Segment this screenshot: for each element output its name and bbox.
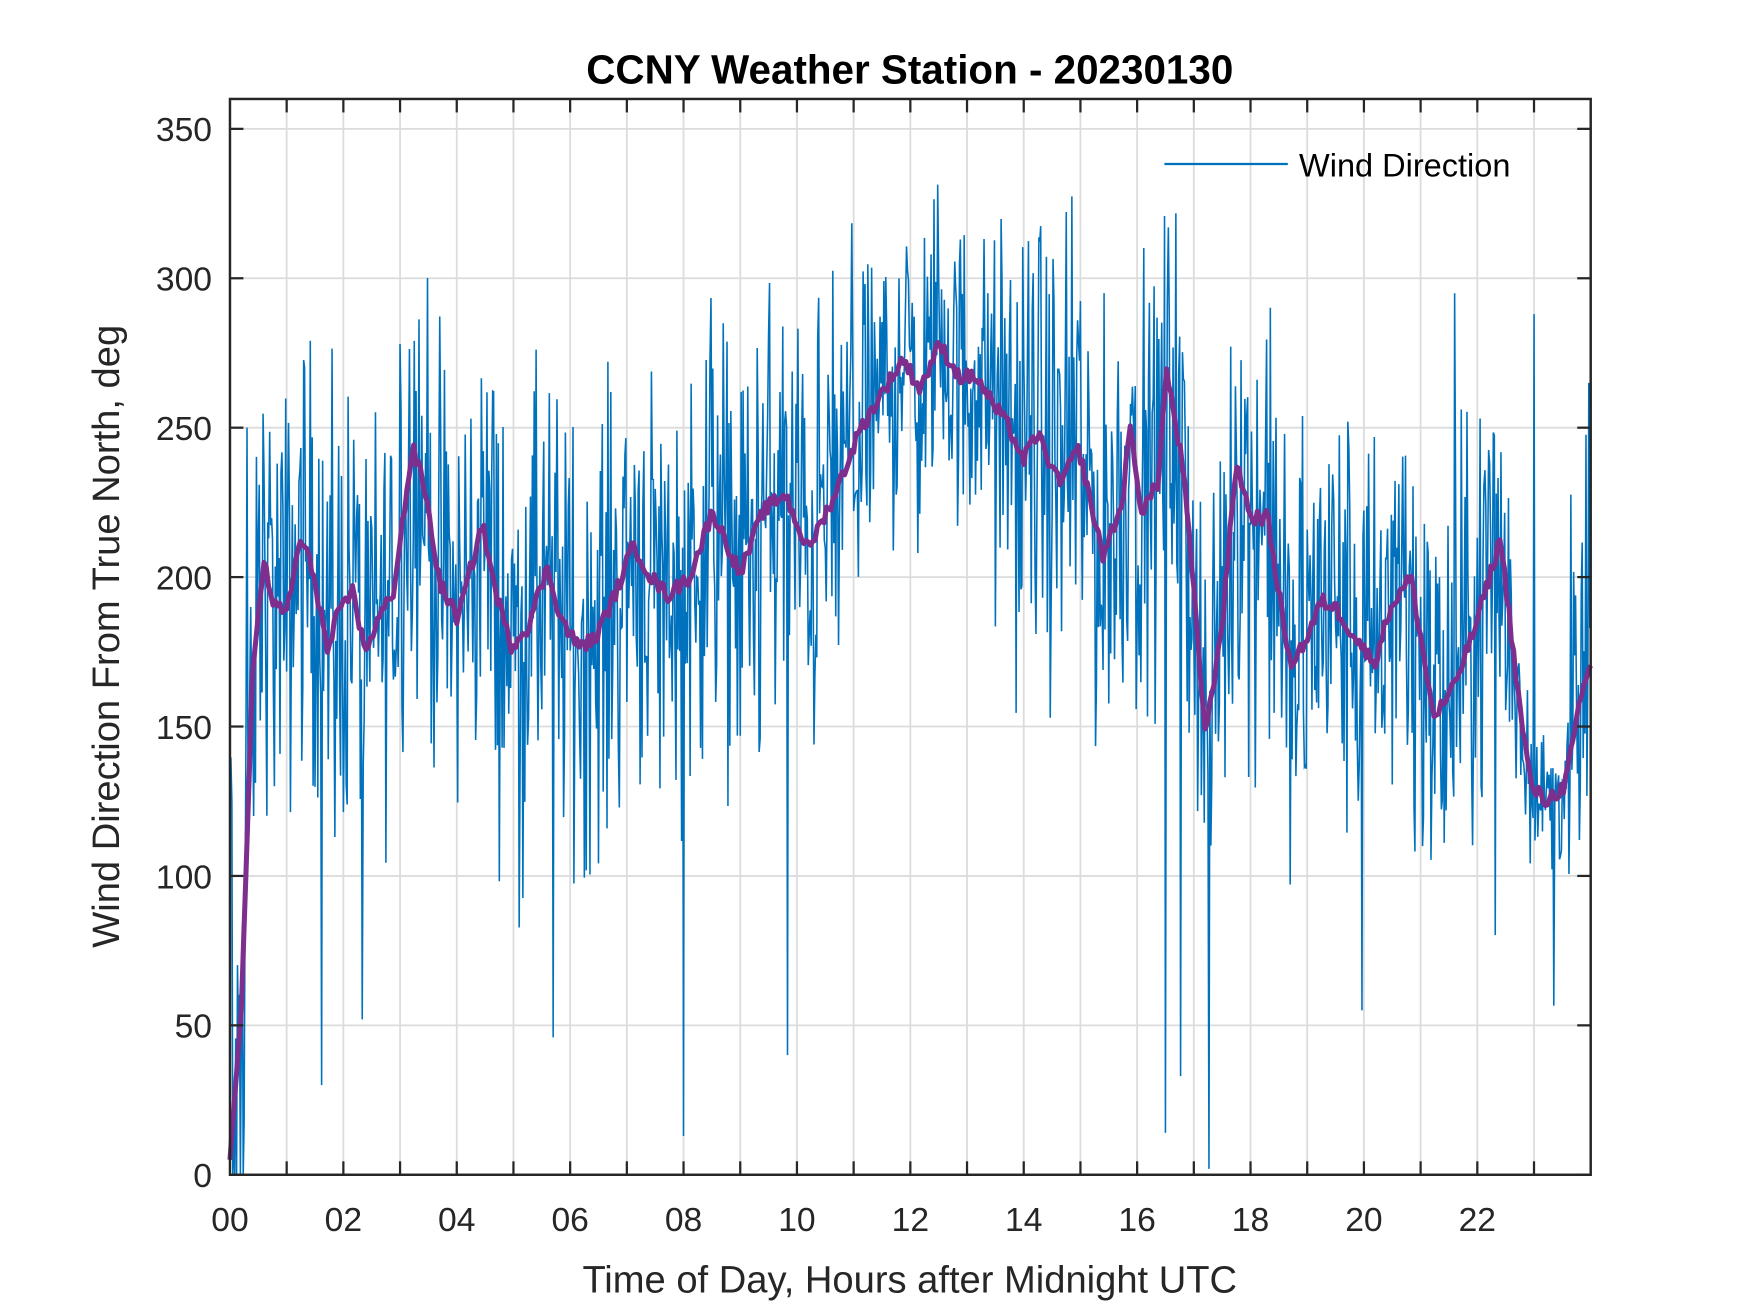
- chart-title: CCNY Weather Station - 20230130: [586, 46, 1233, 92]
- x-tick-label: 18: [1232, 1202, 1269, 1239]
- y-tick-label: 200: [156, 560, 212, 597]
- x-tick-label: 14: [1005, 1202, 1042, 1239]
- wind-direction-line: [229, 184, 1591, 1175]
- legend-label-wind-direction: Wind Direction: [1299, 147, 1510, 183]
- x-tick-label: 02: [325, 1202, 362, 1239]
- x-tick-label: 10: [778, 1202, 815, 1239]
- y-tick-label: 300: [156, 262, 212, 299]
- x-tick-label: 22: [1459, 1202, 1496, 1239]
- x-tick-label: 20: [1345, 1202, 1382, 1239]
- y-tick-label: 50: [175, 1009, 212, 1046]
- running-mean-line: [227, 339, 1593, 1161]
- x-tick-label: 00: [211, 1202, 248, 1239]
- ticks: 0 50 100 150 200 250 300 350 00 02 04 06 08 10 12 14 16 1…: [156, 98, 1591, 1239]
- y-tick-label: 350: [156, 112, 212, 149]
- series-layer: [227, 184, 1593, 1175]
- legend: Wind Direction: [1164, 147, 1510, 183]
- x-tick-label: 16: [1118, 1202, 1155, 1239]
- y-tick-label: 100: [156, 859, 212, 896]
- x-tick-label: 08: [665, 1202, 702, 1239]
- y-tick-label: 0: [193, 1158, 212, 1195]
- x-tick-label: 12: [892, 1202, 929, 1239]
- y-axis-label: Wind Direction From True North, deg: [85, 325, 128, 948]
- y-tick-label: 250: [156, 411, 212, 448]
- y-tick-label: 150: [156, 710, 212, 747]
- x-axis-label: Time of Day, Hours after Midnight UTC: [582, 1259, 1237, 1302]
- x-tick-label: 04: [438, 1202, 475, 1239]
- x-tick-label: 06: [551, 1202, 588, 1239]
